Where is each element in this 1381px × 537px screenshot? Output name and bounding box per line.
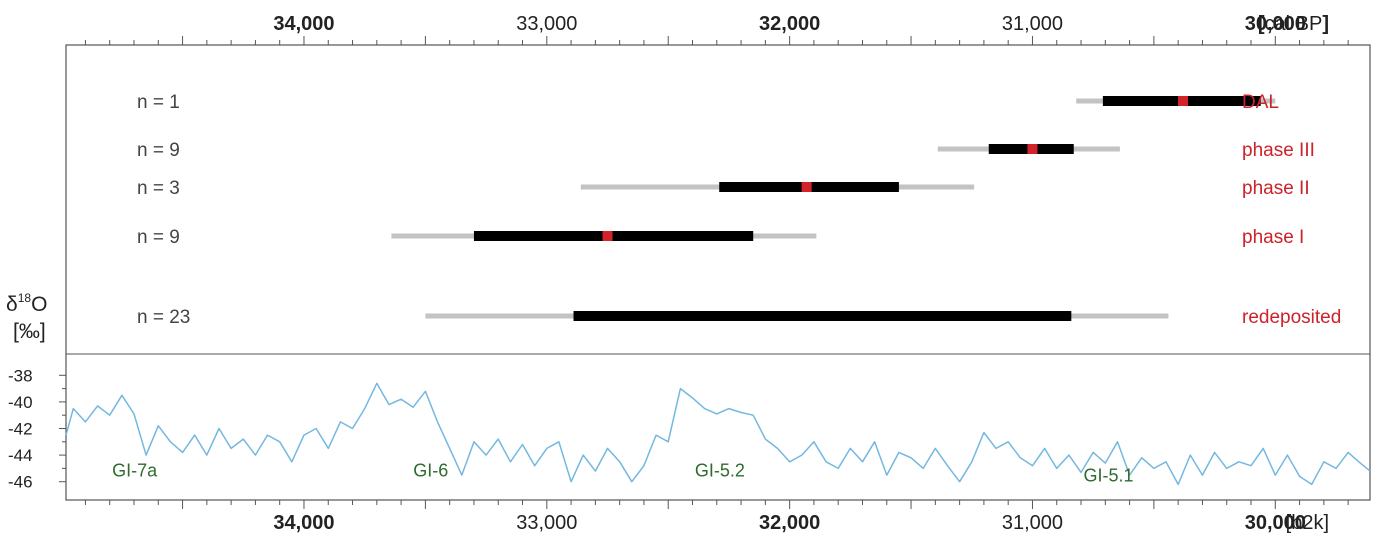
median-marker	[1178, 96, 1189, 106]
isotope-ylabel: δ18O	[6, 291, 47, 316]
interstadial-label: GI-7a	[112, 460, 158, 480]
isotope-panel: GI-7a GI-6 GI-5.2 GI-5.1	[65, 382, 1371, 486]
bottom-tick-label: 32,000	[759, 512, 820, 534]
isotope-ylabel-unit: [‰]	[13, 320, 46, 343]
bottom-tick-label: 31,000	[1002, 512, 1063, 534]
bottom-tick-label: 33,000	[516, 512, 577, 534]
top-tick-label: 30,000	[1245, 13, 1306, 35]
sample-count-label: n = 23	[137, 307, 190, 328]
y-tick-label: -40	[8, 393, 33, 412]
median-marker	[801, 182, 812, 192]
y-tick-label: -42	[8, 420, 33, 439]
sample-count-label: n = 1	[137, 92, 180, 113]
isotope-curve	[65, 382, 1371, 486]
sample-count-label: n = 3	[137, 178, 180, 199]
top-axis-unit: [cal BP]	[1258, 13, 1329, 35]
sample-count-label: n = 9	[137, 227, 180, 248]
bottom-axis-unit: [b2k]	[1286, 512, 1329, 534]
phase-label: phase II	[1242, 178, 1310, 199]
top-tick-label: 33,000	[516, 13, 577, 35]
top-tick-label: 31,000	[1002, 13, 1063, 35]
phase-label: phase III	[1242, 140, 1315, 161]
interstadial-label: GI-5.1	[1083, 466, 1133, 486]
top-axis: 34,000 33,000 32,000 31,000 30,000[cal BP]	[84, 13, 1349, 45]
phase-label: DAL	[1242, 92, 1279, 113]
bottom-tick-label: 30,000	[1245, 512, 1306, 534]
top-tick-label: 32,000	[759, 13, 820, 35]
phase-label: phase I	[1242, 227, 1304, 248]
median-marker	[1027, 144, 1038, 154]
interstadial-label: GI-6	[413, 460, 448, 480]
bottom-tick-label: 34,000	[273, 512, 334, 534]
y-tick-label: -44	[8, 446, 33, 465]
bottom-axis: 34,000 33,000 32,000 31,000 30,000[b2k]	[84, 500, 1349, 534]
median-marker	[602, 231, 613, 241]
isotope-y-axis: -38 -40 -42 -44 -46	[8, 366, 66, 492]
y-tick-label: -38	[8, 366, 33, 385]
calibrated-ranges: n = 1 DAL n = 9 phase III n = 3 phase II n = 9…	[137, 92, 1341, 328]
phase-label: redeposited	[1242, 307, 1341, 328]
interstadial-label: GI-5.2	[695, 460, 745, 480]
sample-count-label: n = 9	[137, 140, 180, 161]
plot-frame	[65, 44, 1371, 501]
top-tick-label: 34,000	[273, 13, 334, 35]
y-tick-label: -46	[8, 473, 33, 492]
